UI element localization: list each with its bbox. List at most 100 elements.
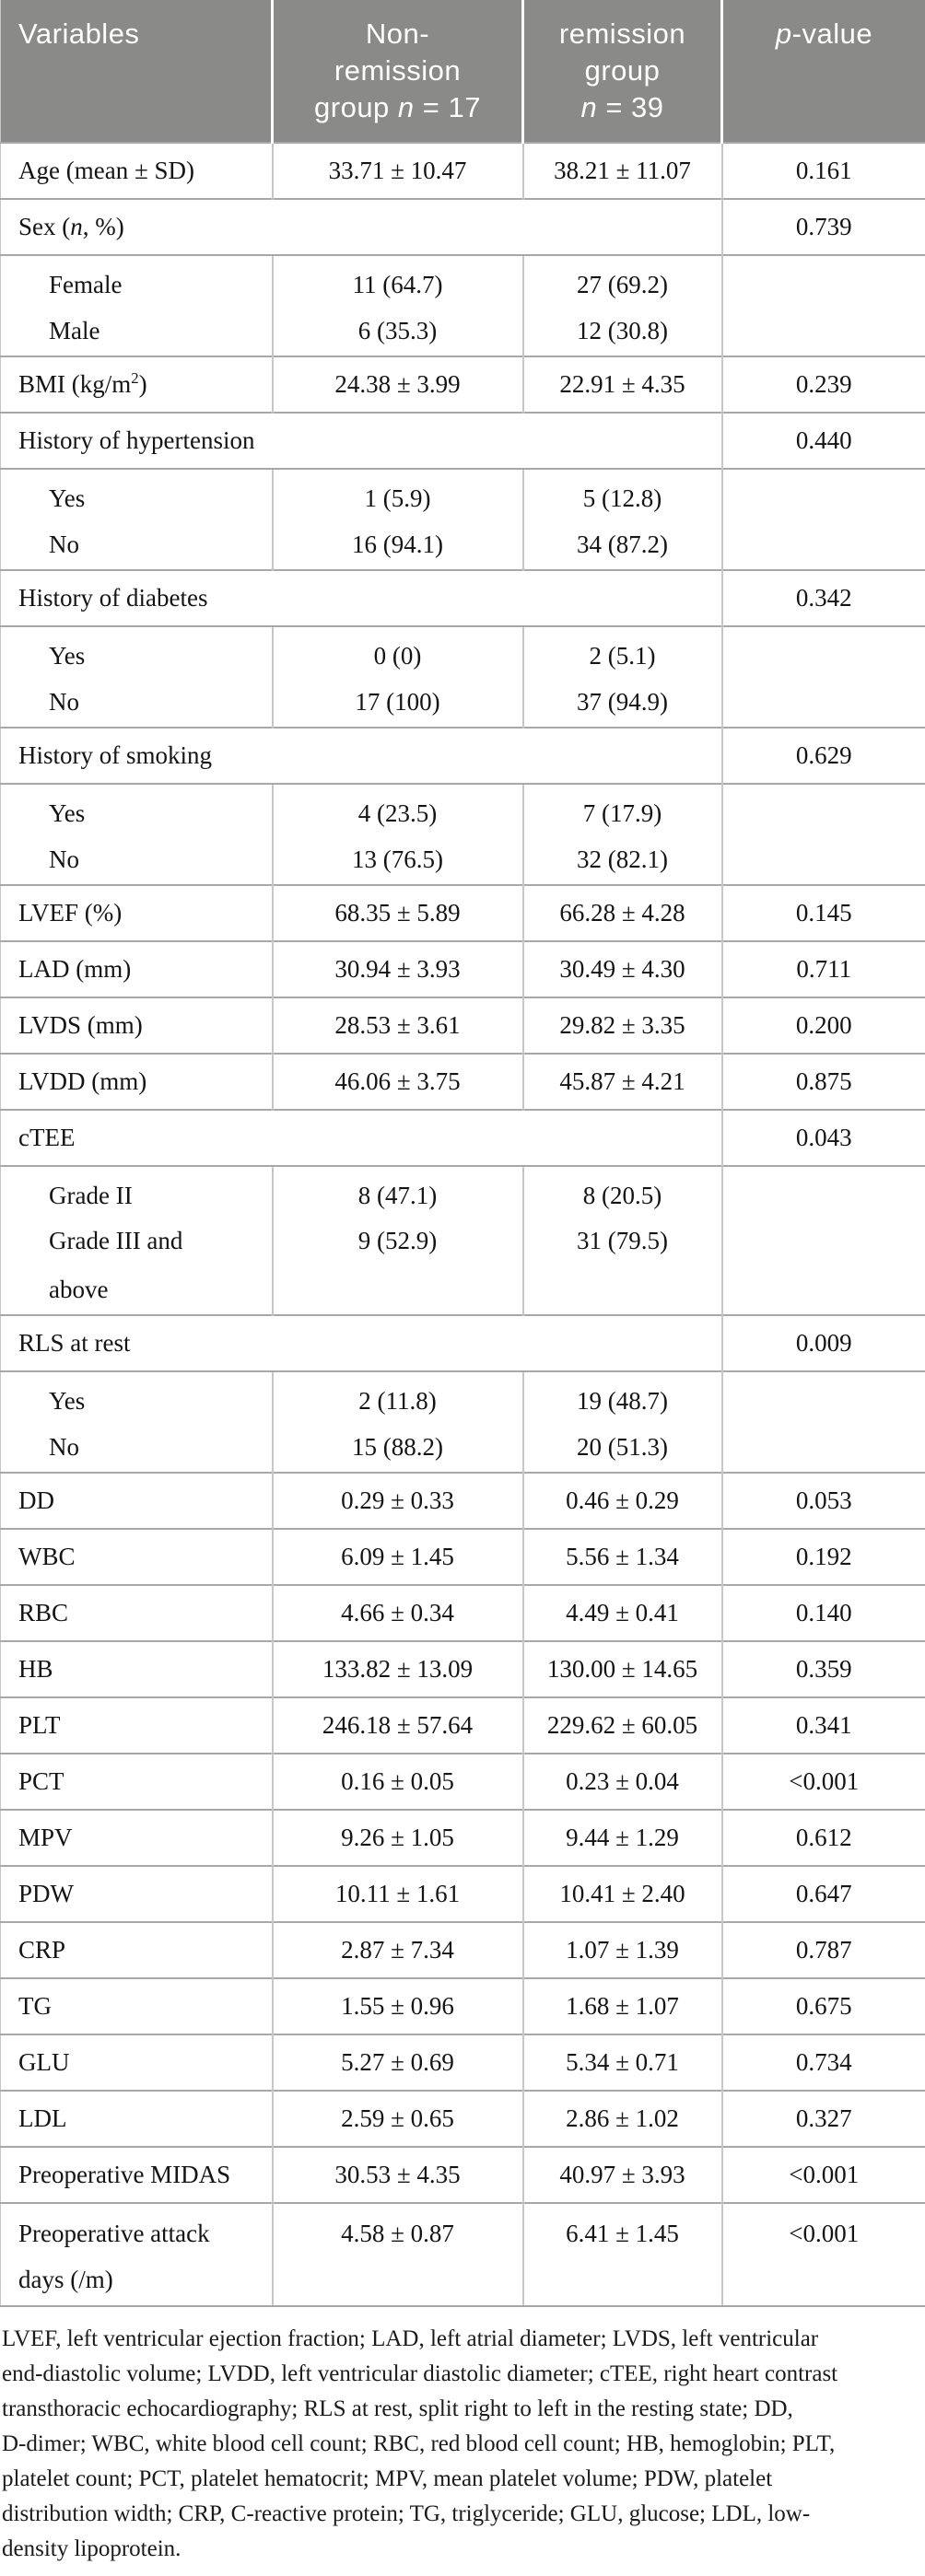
table-row: DD 0.29 ± 0.33 0.46 ± 0.29 0.053 (0, 1472, 925, 1529)
cell-p-value: 0.200 (720, 997, 925, 1054)
table-row: PLT 246.18 ± 57.64 229.62 ± 60.05 0.341 (0, 1696, 925, 1754)
cell-p-value: 0.140 (720, 1584, 925, 1641)
cell-variable-label: RLS at rest (0, 1314, 722, 1371)
cell-remission-value: 229.62 ± 60.05 (521, 1696, 722, 1754)
table-row: Preoperative MIDAS 30.53 ± 4.35 40.97 ± 3.… (0, 2146, 925, 2203)
table-row: Preoperative attack 4.58 ± 0.87 6.41 ± 1.4… (0, 2202, 925, 2255)
cell-remission-value: 9.44 ± 1.29 (521, 1809, 722, 1866)
cell-remission-value: 0.23 ± 0.04 (521, 1753, 722, 1810)
table-row: WBC 6.09 ± 1.45 5.56 ± 1.34 0.192 (0, 1528, 925, 1585)
cell-nonremission-value: 30.94 ± 3.93 (271, 940, 523, 997)
cell-p-value (720, 1216, 925, 1265)
cell-variable-label: PDW (0, 1865, 273, 1922)
header-row: Variables Non-remission group n = 17 remiss… (0, 0, 925, 143)
cell-nonremission-value: 0 (0) (271, 625, 523, 677)
cell-nonremission-value: 6.09 ± 1.45 (271, 1528, 523, 1585)
cell-nonremission-value: 246.18 ± 57.64 (271, 1696, 523, 1754)
table-row: LVDS (mm) 28.53 ± 3.61 29.82 ± 3.35 0.200 (0, 997, 925, 1054)
cell-nonremission-value: 4 (23.5) (271, 783, 523, 834)
cell-p-value: 0.875 (720, 1053, 925, 1110)
cell-nonremission-value: 133.82 ± 13.09 (271, 1640, 523, 1697)
table-subrow: Female 11 (64.7) 27 (69.2) (0, 254, 925, 306)
cell-variable-label: Yes (0, 783, 273, 834)
cell-nonremission-value: 16 (94.1) (271, 519, 523, 570)
table-subrow: Yes 1 (5.9) 5 (12.8) (0, 468, 925, 519)
cell-variable-label: cTEE (0, 1109, 722, 1166)
cell-variable-label: History of smoking (0, 727, 722, 784)
table-subrow: above (1, 1265, 925, 1315)
cell-remission-value: 2.86 ± 1.02 (521, 2090, 722, 2147)
table-row: MPV 9.26 ± 1.05 9.44 ± 1.29 0.612 (0, 1809, 925, 1866)
cell-nonremission-value: 15 (88.2) (271, 1422, 523, 1473)
header-cell-p-value: p-value (720, 0, 925, 143)
table-row-category: cTEE 0.043 (0, 1109, 925, 1166)
cell-remission-value: 29.82 ± 3.35 (521, 997, 722, 1054)
cell-remission-value: 1.68 ± 1.07 (521, 1977, 722, 2034)
table-subrow: Yes 4 (23.5) 7 (17.9) (0, 783, 925, 834)
cell-variable-label: Sex (n, %) (0, 198, 722, 255)
cell-p-value: 0.440 (720, 412, 925, 469)
cell-p-value (720, 625, 925, 677)
cell-p-value: 0.009 (720, 1314, 925, 1371)
table-subrow: Male 6 (35.3) 12 (30.8) (1, 306, 925, 356)
cell-variable-label: No (49, 687, 79, 716)
cell-nonremission-value: 1.55 ± 0.96 (271, 1977, 523, 2034)
cell-variable-label: DD (0, 1472, 273, 1529)
cell-p-value: <0.001 (720, 2202, 925, 2255)
cell-p-value: 0.787 (720, 1921, 925, 1978)
cell-nonremission-value: 8 (47.1) (271, 1165, 523, 1216)
cell-p-value: 0.734 (720, 2034, 925, 2091)
cell-p-value: 0.675 (720, 1977, 925, 2034)
header-cell-remission-group: remission group n = 39 (521, 0, 722, 143)
cell-p-value (720, 2255, 925, 2307)
cell-remission-value: 27 (69.2) (521, 254, 722, 306)
cell-variable-label: days (/m) (0, 2255, 273, 2307)
cell-variable-label: Preoperative attack (0, 2202, 273, 2255)
footnote-line: D-dimer; WBC, white blood cell count; RB… (2, 2431, 836, 2456)
cell-remission-value: 12 (30.8) (521, 306, 722, 356)
cell-remission-value: 130.00 ± 14.65 (521, 1640, 722, 1697)
cell-remission-value: 5.56 ± 1.34 (521, 1528, 722, 1585)
cell-variable-label: Grade II (0, 1165, 273, 1216)
cell-remission-value (521, 1265, 722, 1315)
cell-nonremission-value: 28.53 ± 3.61 (271, 997, 523, 1054)
cell-p-value: 0.739 (720, 198, 925, 255)
cell-nonremission-value: 10.11 ± 1.61 (271, 1865, 523, 1922)
cell-remission-value: 32 (82.1) (521, 834, 722, 885)
cell-remission-value: 20 (51.3) (521, 1422, 722, 1473)
table-row: LAD (mm) 30.94 ± 3.93 30.49 ± 4.30 0.711 (0, 940, 925, 997)
cell-nonremission-value: 2.59 ± 0.65 (271, 2090, 523, 2147)
cell-p-value: 0.327 (720, 2090, 925, 2147)
footnote-line: LVEF, left ventricular ejection fraction… (2, 2326, 819, 2351)
cell-nonremission-value (271, 1265, 523, 1315)
cell-variable-label: Male (49, 316, 100, 344)
table-row: RBC 4.66 ± 0.34 4.49 ± 0.41 0.140 (0, 1584, 925, 1641)
cell-variable-label: PLT (0, 1696, 273, 1754)
cell-remission-value: 22.91 ± 4.35 (521, 356, 722, 413)
table-row: Age (mean ± SD) 33.71 ± 10.47 38.21 ± 11.0… (0, 142, 925, 199)
cell-nonremission-value: 9.26 ± 1.05 (271, 1809, 523, 1866)
cell-remission-value: 6.41 ± 1.45 (521, 2202, 722, 2255)
cell-remission-value: 37 (94.9) (521, 677, 722, 728)
cell-variable-label: Grade III and (49, 1226, 183, 1254)
cell-p-value (720, 834, 925, 885)
cell-variable-label: RBC (0, 1584, 273, 1641)
cell-variable-label: Female (0, 254, 273, 306)
cell-p-value: 0.359 (720, 1640, 925, 1697)
cell-p-value: 0.161 (720, 142, 925, 199)
footnote-line: platelet count; PCT, platelet hematocrit… (2, 2466, 773, 2491)
cell-variable-label: CRP (0, 1921, 273, 1978)
cell-p-value: 0.053 (720, 1472, 925, 1529)
cell-nonremission-value: 46.06 ± 3.75 (271, 1053, 523, 1110)
cell-remission-value: 34 (87.2) (521, 519, 722, 570)
cell-remission-value: 8 (20.5) (521, 1165, 722, 1216)
cell-nonremission-value (271, 2255, 523, 2307)
table-row: GLU 5.27 ± 0.69 5.34 ± 0.71 0.734 (0, 2034, 925, 2091)
cell-variable-label: MPV (0, 1809, 273, 1866)
cell-p-value: 0.629 (720, 727, 925, 784)
table-row-category: History of smoking 0.629 (0, 727, 925, 784)
table-row-category: History of diabetes 0.342 (0, 569, 925, 626)
cell-p-value (720, 254, 925, 306)
table-row-category: RLS at rest 0.009 (0, 1314, 925, 1371)
